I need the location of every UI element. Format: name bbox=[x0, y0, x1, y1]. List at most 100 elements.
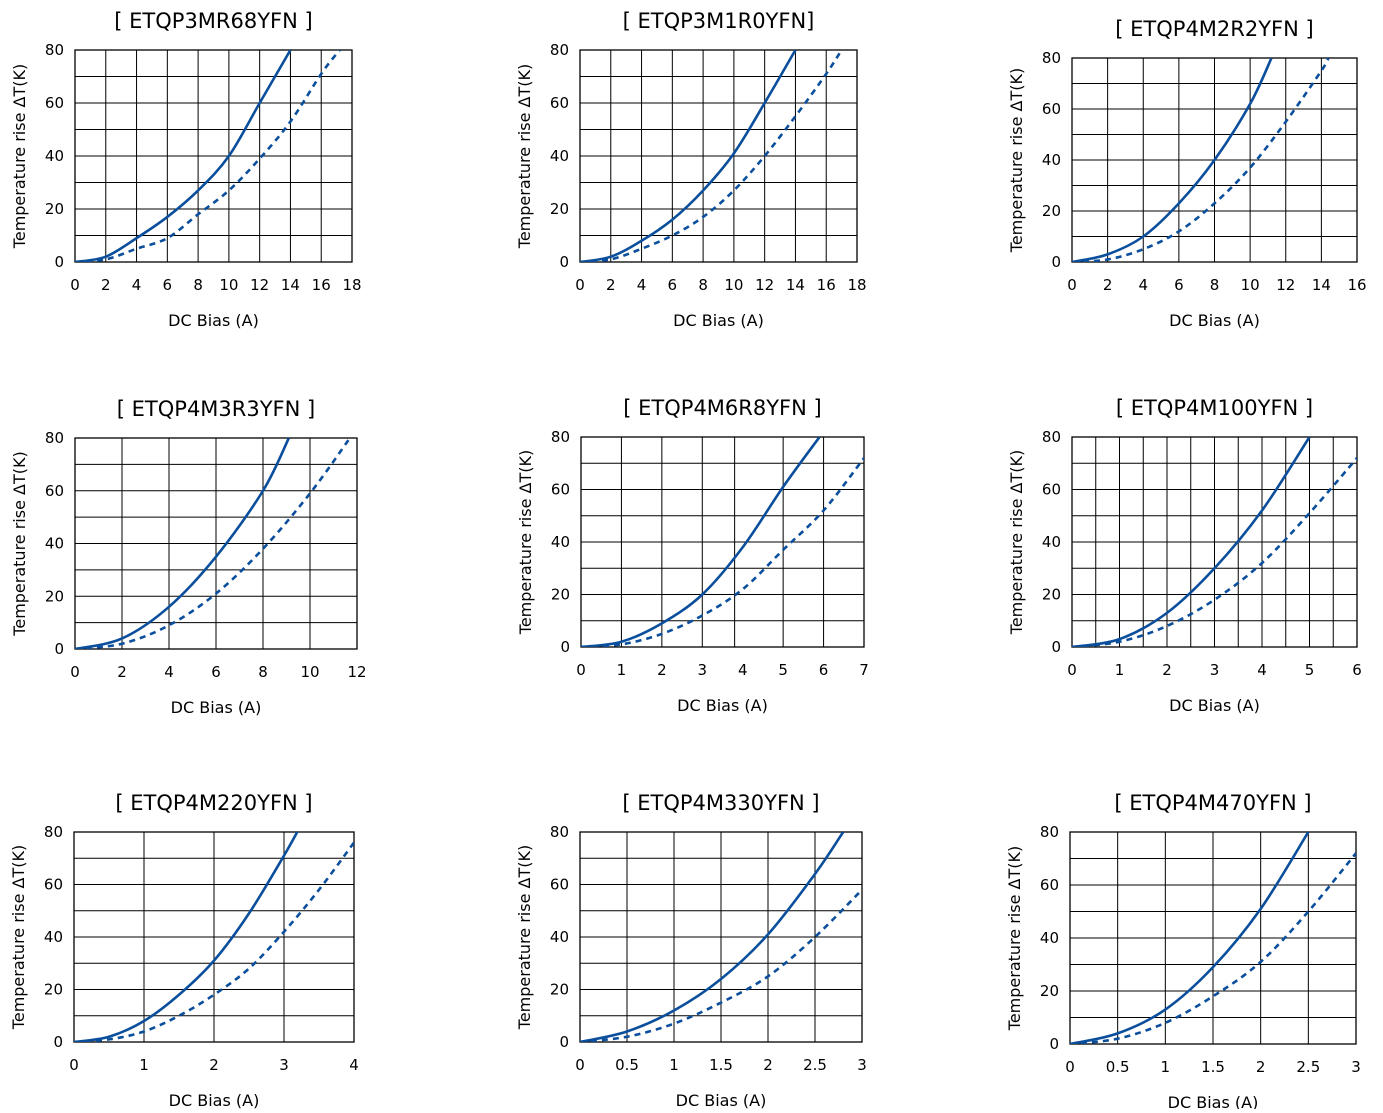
x-tick-label: 3 bbox=[1351, 1058, 1361, 1076]
y-tick-label: 40 bbox=[1040, 929, 1059, 947]
x-axis-label: DC Bias (A) bbox=[169, 1091, 260, 1109]
chart-9: 0 20 40 60 80 0 0.5 1 1.5 2 2.5 3 [ ETQP4M470YFN ] DC… bbox=[1005, 791, 1361, 1112]
y-axis-label: Temperature rise ΔT(K) bbox=[1005, 846, 1024, 1031]
y-tick-label: 80 bbox=[1042, 49, 1061, 67]
y-tick-label: 40 bbox=[1042, 151, 1061, 169]
series-line-solid bbox=[581, 437, 821, 647]
x-tick-label: 2 bbox=[763, 1056, 773, 1074]
series-line-dashed bbox=[580, 50, 843, 262]
x-tick-label: 5 bbox=[1305, 661, 1315, 679]
y-tick-label: 20 bbox=[550, 981, 569, 999]
chart-8: 0 20 40 60 80 0 0.5 1 1.5 2 2.5 3 [ ETQP4M330YFN ] DC… bbox=[515, 791, 867, 1110]
y-tick-label: 40 bbox=[45, 535, 64, 553]
series-line-dashed bbox=[580, 888, 862, 1042]
y-tick-label: 0 bbox=[1049, 1035, 1059, 1053]
y-tick-label: 20 bbox=[45, 200, 64, 218]
x-tick-label: 10 bbox=[300, 663, 319, 681]
y-tick-label: 0 bbox=[54, 253, 64, 271]
y-tick-label: 40 bbox=[550, 147, 569, 165]
x-tick-label: 4 bbox=[164, 663, 174, 681]
y-tick-label: 80 bbox=[45, 41, 64, 59]
x-tick-label: 4 bbox=[637, 276, 647, 294]
y-axis-label: Temperature rise ΔT(K) bbox=[10, 64, 29, 249]
series-line-solid bbox=[580, 832, 845, 1042]
x-tick-label: 0 bbox=[575, 1056, 585, 1074]
x-tick-label: 8 bbox=[698, 276, 708, 294]
chart-3: 0 20 40 60 80 0 2 4 6 8 10 12 14 16 [ ETQP4M2R2YFN ] DC… bbox=[1007, 17, 1367, 330]
y-tick-label: 20 bbox=[1040, 982, 1059, 1000]
y-tick-label: 0 bbox=[559, 253, 569, 271]
y-tick-label: 60 bbox=[1042, 481, 1061, 499]
x-tick-label: 2 bbox=[657, 661, 667, 679]
y-tick-label: 80 bbox=[44, 823, 63, 841]
x-tick-label: 8 bbox=[1210, 276, 1220, 294]
y-axis-label: Temperature rise ΔT(K) bbox=[515, 64, 534, 249]
x-tick-label: 14 bbox=[281, 276, 300, 294]
series-line-dashed bbox=[1072, 58, 1330, 262]
x-tick-label: 3 bbox=[1210, 661, 1220, 679]
x-tick-label: 1 bbox=[1115, 661, 1125, 679]
x-tick-label: 2 bbox=[101, 276, 111, 294]
chart-4: 0 20 40 60 80 0 2 4 6 8 10 12 [ ETQP4M3R3YFN ] DC Bia… bbox=[10, 397, 367, 717]
chart-title: [ ETQP3M1R0YFN] bbox=[623, 9, 815, 33]
chart-title: [ ETQP4M3R3YFN ] bbox=[117, 397, 315, 421]
x-tick-label: 8 bbox=[193, 276, 203, 294]
series-line-solid bbox=[1072, 58, 1273, 262]
x-tick-label: 6 bbox=[1174, 276, 1184, 294]
x-tick-label: 0 bbox=[1067, 661, 1077, 679]
x-axis-label: DC Bias (A) bbox=[171, 698, 262, 717]
y-tick-label: 0 bbox=[1051, 253, 1061, 271]
x-tick-label: 2 bbox=[209, 1056, 219, 1074]
series-line-solid bbox=[75, 50, 292, 262]
y-tick-label: 20 bbox=[44, 981, 63, 999]
y-tick-label: 20 bbox=[551, 586, 570, 604]
series-line-dashed bbox=[74, 841, 354, 1042]
x-tick-label: 2 bbox=[606, 276, 616, 294]
y-tick-label: 80 bbox=[550, 823, 569, 841]
x-tick-label: 2.5 bbox=[803, 1056, 827, 1074]
y-axis-label: Temperature rise ΔT(K) bbox=[515, 845, 534, 1030]
chart-title: [ ETQP3MR68YFN ] bbox=[114, 9, 312, 33]
x-tick-label: 12 bbox=[1276, 276, 1295, 294]
x-tick-label: 6 bbox=[163, 276, 173, 294]
chart-5: 0 20 40 60 80 0 1 2 3 4 5 6 7 [ ETQP4M6R8YFN ] DC Bias… bbox=[516, 396, 869, 715]
x-axis-label: DC Bias (A) bbox=[1168, 1093, 1259, 1109]
y-tick-label: 60 bbox=[1040, 876, 1059, 894]
x-tick-label: 3 bbox=[857, 1056, 867, 1074]
x-tick-label: 0 bbox=[1067, 276, 1077, 294]
y-axis-label: Temperature rise ΔT(K) bbox=[1007, 68, 1026, 253]
y-tick-label: 80 bbox=[1042, 428, 1061, 446]
plot-frame bbox=[1069, 831, 1357, 1045]
x-tick-label: 3 bbox=[279, 1056, 289, 1074]
y-axis-label: Temperature rise ΔT(K) bbox=[10, 451, 29, 636]
series-line-solid bbox=[1072, 437, 1311, 647]
chart-6: 0 20 40 60 80 0 1 2 3 4 5 6 [ ETQP4M100YFN ] DC Bias … bbox=[1007, 396, 1362, 715]
chart-title: [ ETQP4M220YFN ] bbox=[115, 791, 312, 815]
y-tick-label: 20 bbox=[1042, 202, 1061, 220]
x-tick-label: 6 bbox=[819, 661, 829, 679]
x-tick-label: 16 bbox=[312, 276, 331, 294]
x-tick-label: 0 bbox=[576, 661, 586, 679]
y-tick-label: 40 bbox=[45, 147, 64, 165]
x-tick-label: 10 bbox=[1241, 276, 1260, 294]
x-tick-label: 4 bbox=[1257, 661, 1267, 679]
x-axis-label: DC Bias (A) bbox=[676, 1091, 767, 1109]
x-tick-label: 8 bbox=[258, 663, 268, 681]
y-tick-label: 40 bbox=[44, 928, 63, 946]
chart-7: 0 20 40 60 80 0 1 2 3 4 [ ETQP4M220YFN ] DC Bias (A… bbox=[9, 791, 359, 1110]
series-line-solid bbox=[1070, 832, 1310, 1044]
x-tick-label: 1 bbox=[669, 1056, 679, 1074]
y-tick-label: 0 bbox=[1051, 638, 1061, 656]
x-tick-label: 12 bbox=[755, 276, 774, 294]
series-line-solid bbox=[75, 438, 291, 649]
plot-frame bbox=[74, 49, 353, 263]
x-tick-label: 1.5 bbox=[1201, 1058, 1225, 1076]
x-axis-label: DC Bias (A) bbox=[673, 311, 764, 330]
y-tick-label: 80 bbox=[45, 429, 64, 447]
chart-title: [ ETQP4M100YFN ] bbox=[1116, 396, 1313, 420]
x-tick-label: 5 bbox=[778, 661, 788, 679]
y-tick-label: 60 bbox=[551, 481, 570, 499]
plot-frame bbox=[579, 831, 863, 1043]
